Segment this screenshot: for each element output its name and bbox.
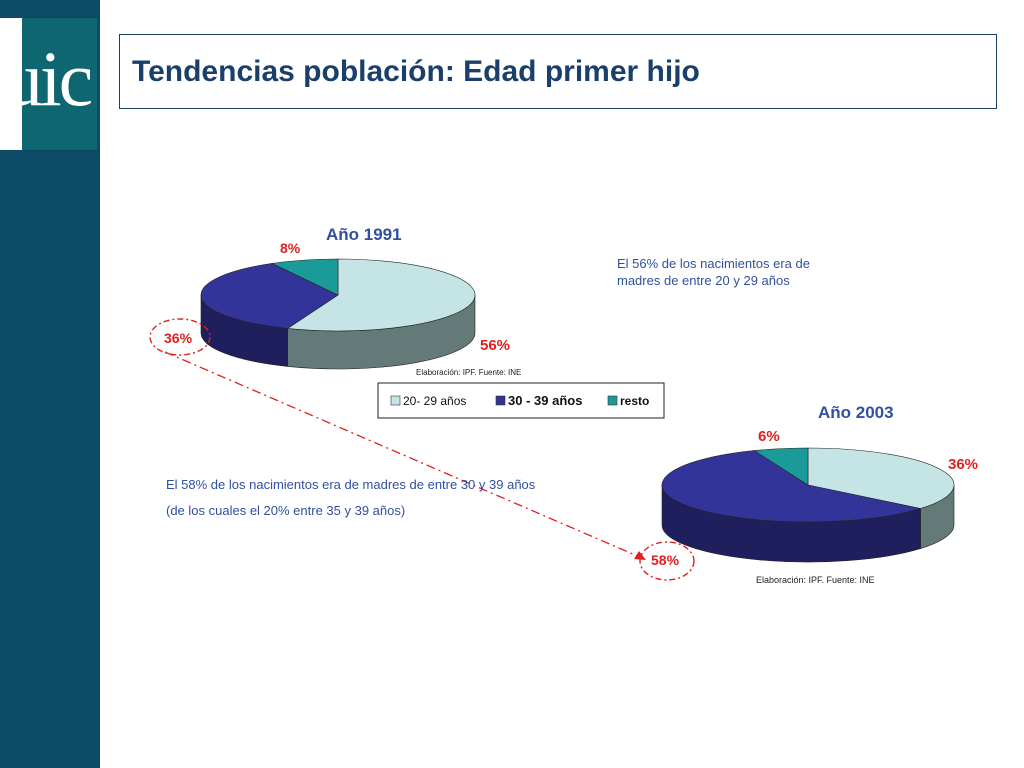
legend-label-30-39: 30 - 39 años (508, 393, 582, 408)
pie-2003-slice-20-29-a-os (807, 447, 955, 509)
legend-swatch-resto (607, 395, 618, 406)
arrow-head (634, 551, 646, 560)
pie-2003-label-20-29: 36% (948, 456, 978, 473)
pie-1991-slice-resto (270, 258, 339, 296)
pie-1991-label-30-39: 36% (164, 330, 193, 346)
connector-arrow (164, 351, 643, 559)
logo-text: uic (4, 35, 93, 122)
highlight-circle-2003 (639, 541, 695, 581)
pie-1991-label-20-29: 56% (480, 337, 510, 354)
note-1991-line1: El 56% de los nacimientos era de (617, 256, 810, 271)
logo-white-band (0, 18, 22, 150)
logo: uic (0, 18, 97, 150)
legend-label-20-29: 20- 29 años (403, 394, 466, 408)
legend-label-resto: resto (620, 394, 649, 408)
note-2003-line2: (de los cuales el 20% entre 35 y 39 años… (166, 503, 405, 518)
legend-swatch-20-29 (390, 395, 401, 406)
pie-2003-source: Elaboración: IPF. Fuente: INE (756, 575, 875, 585)
pie-2003-title: Año 2003 (818, 403, 894, 422)
pie-1991-title: Año 1991 (326, 225, 402, 244)
note-1991-line2: madres de entre 20 y 29 años (617, 273, 790, 288)
page-title: Tendencias población: Edad primer hijo (132, 55, 700, 88)
title-box: Tendencias población: Edad primer hijo (119, 34, 997, 109)
pie-2003-slice-resto (753, 447, 809, 486)
note-2003-line1: El 58% de los nacimientos era de madres … (166, 477, 536, 492)
pie-1991-label-resto: 8% (280, 240, 301, 256)
pie-1991-source: Elaboración: IPF. Fuente: INE (416, 368, 521, 377)
highlight-circle-1991 (149, 318, 211, 356)
pie-1991-slice-20-29-a-os (286, 258, 476, 332)
pie-1991-slice-30-39-a-os (200, 263, 339, 329)
pie-2003-label-resto: 6% (758, 428, 780, 445)
pie-2003-slice-30-39-a-os (661, 450, 921, 523)
legend-swatch-30-39 (495, 395, 506, 406)
pie-2003-label-30-39: 58% (651, 552, 680, 568)
